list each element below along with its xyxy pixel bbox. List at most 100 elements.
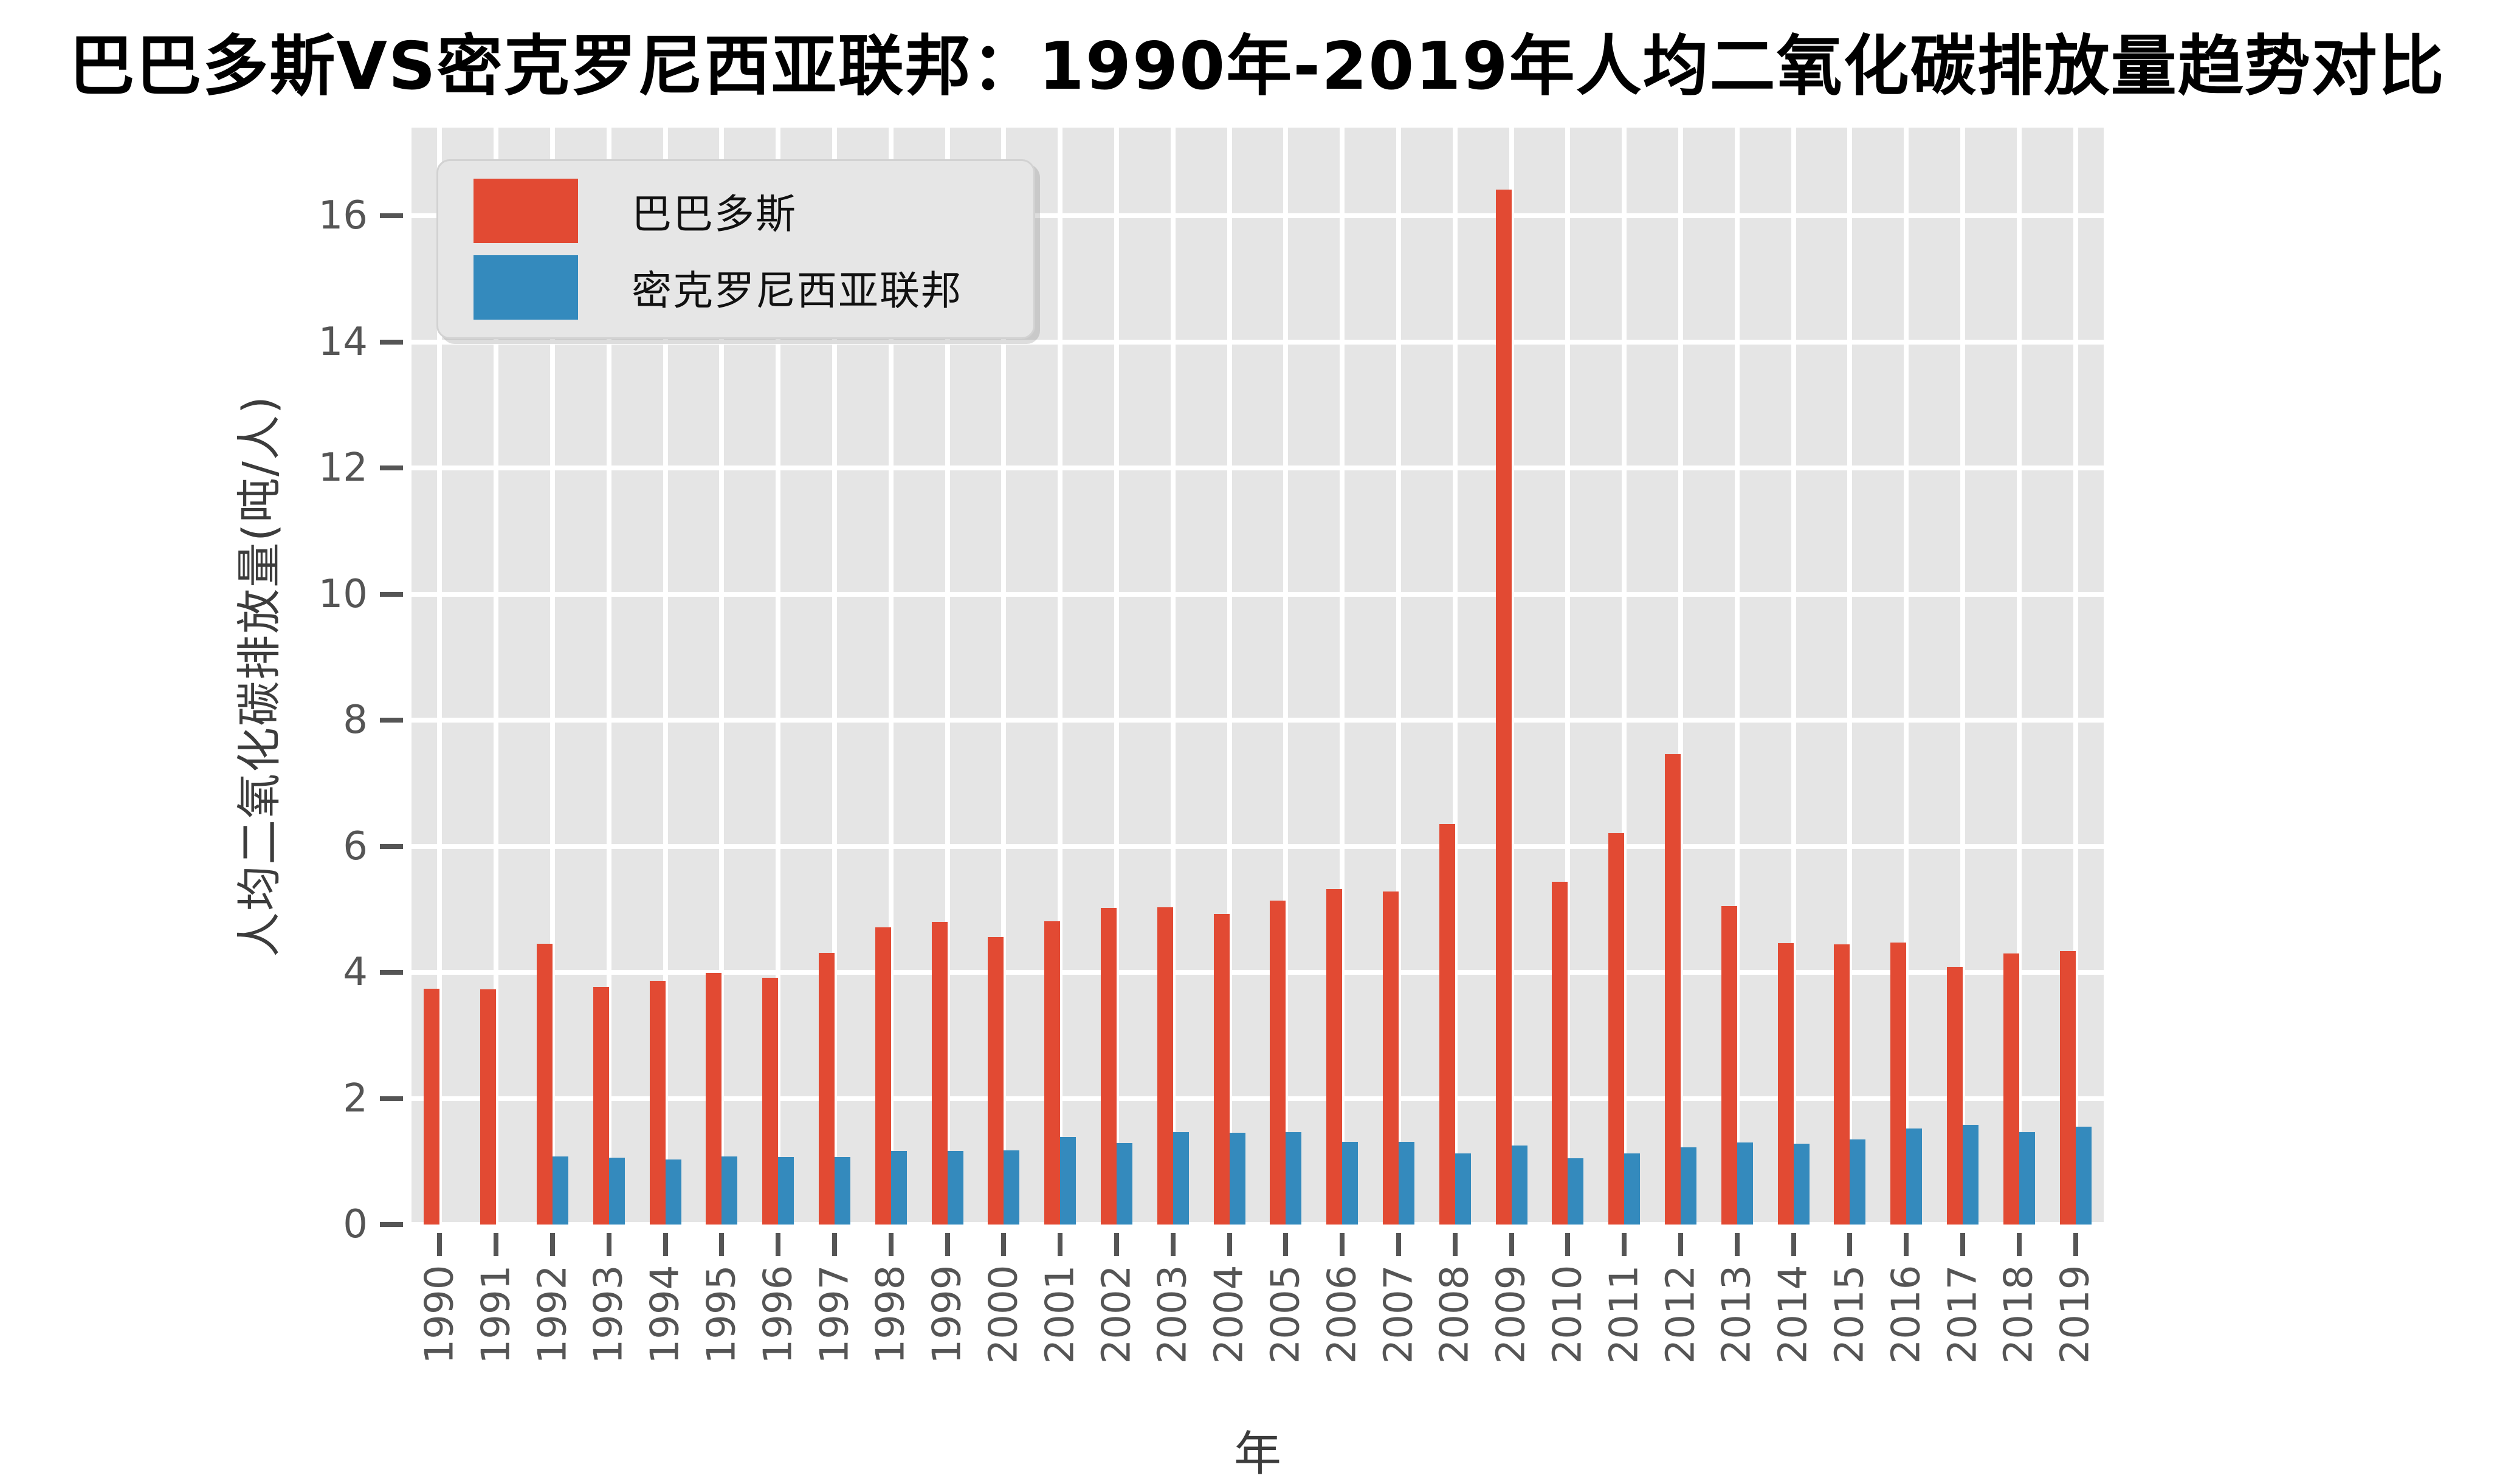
x-tick-2008 <box>1452 1233 1458 1256</box>
x-tick-1996 <box>776 1233 781 1256</box>
y-tick-4 <box>380 970 403 975</box>
gridline-x-2006 <box>1340 128 1345 1225</box>
gridline-x-1990 <box>437 128 443 1225</box>
bar-密克罗尼西亚联邦-2018 <box>2019 1132 2035 1225</box>
x-tick-2005 <box>1283 1233 1289 1256</box>
bar-密克罗尼西亚联邦-2009 <box>1511 1146 1527 1225</box>
gridline-y-12 <box>412 465 2104 471</box>
legend: 巴巴多斯 密克罗尼西亚联邦 <box>436 159 1035 339</box>
legend-row-micronesia: 密克罗尼西亚联邦 <box>474 253 1033 321</box>
bar-巴巴多斯-2013 <box>1721 906 1737 1225</box>
gridline-x-2011 <box>1622 128 1627 1225</box>
gridline-x-2009 <box>1509 128 1514 1225</box>
bar-密克罗尼西亚联邦-1992 <box>553 1156 568 1225</box>
bar-巴巴多斯-1995 <box>706 973 722 1225</box>
gridline-x-2001 <box>1058 128 1063 1225</box>
x-tick-2004 <box>1227 1233 1232 1256</box>
x-axis-title: 年 <box>1233 1427 1281 1482</box>
gridline-x-2005 <box>1283 128 1289 1225</box>
bar-巴巴多斯-1998 <box>875 927 891 1225</box>
gridline-x-2008 <box>1452 128 1458 1225</box>
gridline-x-1993 <box>606 128 611 1225</box>
y-tick-6 <box>380 843 403 849</box>
gridline-x-1997 <box>832 128 837 1225</box>
bar-密克罗尼西亚联邦-2004 <box>1229 1132 1245 1225</box>
gridline-x-1992 <box>550 128 555 1225</box>
bar-巴巴多斯-2017 <box>1947 966 1963 1225</box>
y-tick-label-12: 12 <box>318 445 368 491</box>
gridline-x-2003 <box>1170 128 1176 1225</box>
x-tick-2012 <box>1678 1233 1683 1256</box>
bar-巴巴多斯-2000 <box>988 936 1004 1225</box>
x-tick-2014 <box>1791 1233 1796 1256</box>
gridline-y-2 <box>412 1096 2104 1101</box>
y-tick-label-0: 0 <box>343 1202 368 1247</box>
gridline-y-16 <box>412 213 2104 219</box>
bar-巴巴多斯-1994 <box>649 980 666 1225</box>
x-tick-1991 <box>494 1233 499 1256</box>
bar-巴巴多斯-1996 <box>762 978 779 1225</box>
bar-密克罗尼西亚联邦-2000 <box>1004 1150 1020 1225</box>
bar-密克罗尼西亚联邦-1997 <box>835 1157 850 1225</box>
x-tick-2007 <box>1396 1233 1401 1256</box>
y-tick-label-2: 2 <box>343 1076 368 1121</box>
gridline-x-2018 <box>2016 128 2022 1225</box>
bar-巴巴多斯-1990 <box>424 989 440 1225</box>
bar-巴巴多斯-2012 <box>1665 754 1681 1225</box>
bar-巴巴多斯-2016 <box>1890 943 1907 1225</box>
bar-巴巴多斯-1992 <box>537 944 553 1225</box>
x-tick-2001 <box>1058 1233 1063 1256</box>
legend-label-micronesia: 密克罗尼西亚联邦 <box>632 267 962 314</box>
gridline-x-1995 <box>719 128 725 1225</box>
bar-密克罗尼西亚联邦-1999 <box>947 1150 963 1225</box>
bar-巴巴多斯-2005 <box>1270 900 1286 1225</box>
gridline-x-1991 <box>494 128 499 1225</box>
gridline-y-14 <box>412 339 2104 345</box>
x-tick-2003 <box>1170 1233 1176 1256</box>
bar-密克罗尼西亚联邦-2002 <box>1117 1143 1132 1225</box>
gridline-y-8 <box>412 718 2104 723</box>
bar-巴巴多斯-2009 <box>1495 189 1512 1225</box>
x-tick-2013 <box>1734 1233 1740 1256</box>
gridline-y-10 <box>412 591 2104 597</box>
legend-swatch-micronesia <box>474 255 578 320</box>
gridline-x-2012 <box>1678 128 1683 1225</box>
x-tick-1997 <box>832 1233 837 1256</box>
bar-巴巴多斯-2003 <box>1157 907 1173 1225</box>
x-tick-1990 <box>437 1233 443 1256</box>
bar-巴巴多斯-2002 <box>1101 908 1117 1225</box>
bar-密克罗尼西亚联邦-2003 <box>1173 1132 1189 1225</box>
y-tick-label-6: 6 <box>343 823 368 869</box>
bar-巴巴多斯-2004 <box>1213 913 1230 1225</box>
gridline-y-6 <box>412 843 2104 849</box>
x-tick-2018 <box>2016 1233 2022 1256</box>
bar-密克罗尼西亚联邦-1998 <box>890 1150 907 1225</box>
gridline-x-2007 <box>1396 128 1401 1225</box>
y-tick-label-14: 14 <box>318 319 368 365</box>
chart-title: 巴巴多斯VS密克罗尼西亚联邦：1990年-2019年人均二氧化碳排放量趋势对比 <box>69 29 2445 105</box>
x-tick-2019 <box>2073 1233 2078 1256</box>
x-tick-2010 <box>1565 1233 1571 1256</box>
y-axis-title: 人均二氧化碳排放量(吨/人) <box>219 128 292 1225</box>
bar-密克罗尼西亚联邦-2014 <box>1793 1144 1810 1225</box>
x-tick-2016 <box>1904 1233 1909 1256</box>
x-tick-label-2019: 2019 <box>1997 1235 2155 1393</box>
legend-row-barbados: 巴巴多斯 <box>474 177 1033 245</box>
y-tick-label-10: 10 <box>318 571 368 617</box>
bar-密克罗尼西亚联邦-1993 <box>608 1158 625 1225</box>
bar-巴巴多斯-2001 <box>1044 921 1061 1225</box>
bar-密克罗尼西亚联邦-1995 <box>721 1156 738 1225</box>
bar-密克罗尼西亚联邦-2005 <box>1286 1132 1302 1225</box>
bar-巴巴多斯-1999 <box>931 922 948 1225</box>
gridline-x-2000 <box>1001 128 1007 1225</box>
bar-密克罗尼西亚联邦-2016 <box>1906 1128 1923 1225</box>
y-tick-14 <box>380 339 403 345</box>
gridline-x-1994 <box>663 128 668 1225</box>
gridline-x-2002 <box>1114 128 1119 1225</box>
y-tick-12 <box>380 465 403 471</box>
y-tick-8 <box>380 718 403 723</box>
gridline-x-2013 <box>1734 128 1740 1225</box>
gridline-x-1999 <box>945 128 950 1225</box>
bar-巴巴多斯-1993 <box>593 986 609 1225</box>
